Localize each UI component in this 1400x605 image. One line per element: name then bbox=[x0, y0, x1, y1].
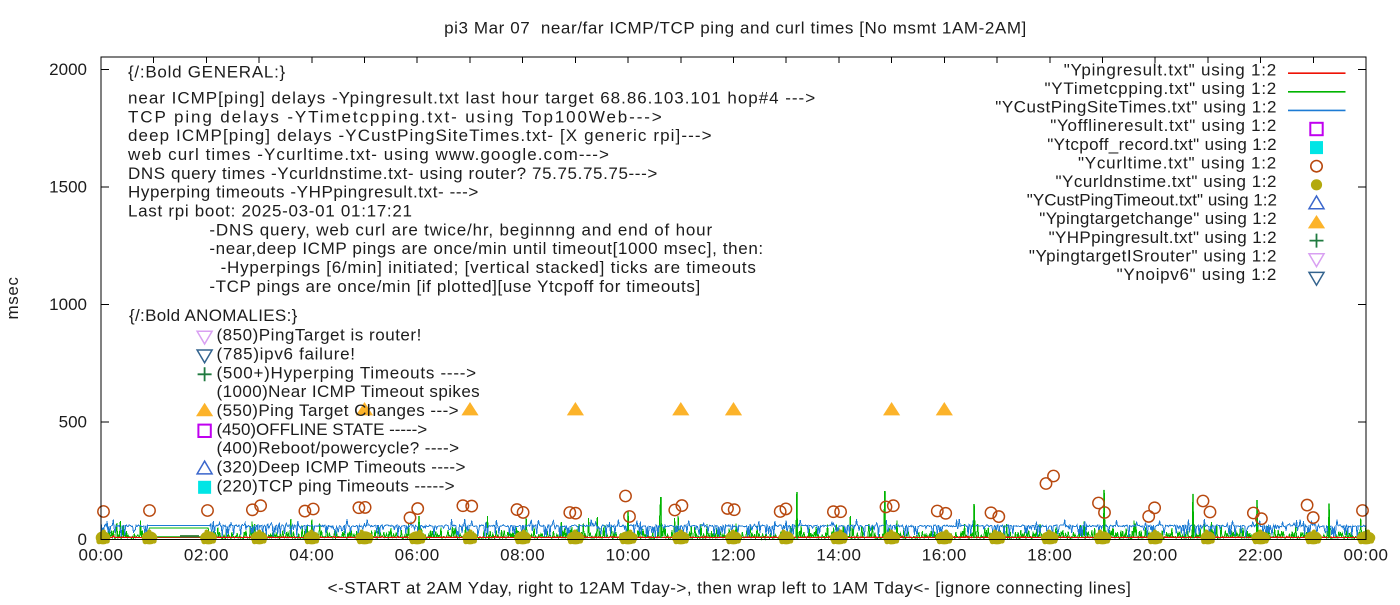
svg-text:"YCustPingTimeout.txt" using 1: "YCustPingTimeout.txt" using 1:2 bbox=[1027, 191, 1277, 210]
svg-text:10:00: 10:00 bbox=[606, 546, 651, 565]
svg-text:(450)OFFLINE STATE ----->: (450)OFFLINE STATE -----> bbox=[217, 420, 428, 439]
svg-text:-DNS query, web curl are twice: -DNS query, web curl are twice/hr, begin… bbox=[209, 220, 713, 239]
svg-text:500: 500 bbox=[59, 413, 87, 432]
svg-text:(550)Ping Target Changes --->: (550)Ping Target Changes ---> bbox=[217, 401, 460, 420]
svg-text:pi3 Mar 07 near/far ICMP/TCP: pi3 Mar 07 near/far ICMP/TCP ping and cu… bbox=[444, 19, 1027, 38]
svg-text:(500+)Hyperping Timeouts ---->: (500+)Hyperping Timeouts ----> bbox=[217, 363, 477, 382]
svg-text:04:00: 04:00 bbox=[289, 546, 334, 565]
svg-text:deep ICMP[ping] delays -YCustP: deep ICMP[ping] delays -YCustPingSiteTim… bbox=[128, 126, 713, 145]
svg-text:-TCP pings are once/min [if pl: -TCP pings are once/min [if plotted][use… bbox=[209, 277, 700, 296]
svg-text:near ICMP[ping] delays -Ypingr: near ICMP[ping] delays -Ypingresult.txt … bbox=[128, 89, 816, 108]
svg-text:00:00: 00:00 bbox=[78, 546, 123, 565]
svg-text:(320)Deep ICMP Timeouts ---->: (320)Deep ICMP Timeouts ----> bbox=[217, 458, 466, 477]
svg-text:"Ytcpoff_record.txt" using 1:2: "Ytcpoff_record.txt" using 1:2 bbox=[1047, 135, 1277, 154]
svg-text:12:00: 12:00 bbox=[711, 546, 756, 565]
svg-text:Last rpi boot: 2025-03-01 01:1: Last rpi boot: 2025-03-01 01:17:21 bbox=[128, 202, 413, 221]
svg-text:00:00: 00:00 bbox=[1343, 546, 1388, 565]
svg-text:"Ypingtargetchange" using 1:2: "Ypingtargetchange" using 1:2 bbox=[1039, 209, 1277, 228]
svg-text:(850)PingTarget is router!: (850)PingTarget is router! bbox=[217, 326, 422, 345]
svg-text:(400)Reboot/powercycle? ---->: (400)Reboot/powercycle? ----> bbox=[217, 439, 460, 458]
svg-text:"YTimetcpping.txt" using 1:2: "YTimetcpping.txt" using 1:2 bbox=[1045, 79, 1277, 98]
svg-text:"Ycurltime.txt" using 1:2: "Ycurltime.txt" using 1:2 bbox=[1078, 153, 1277, 172]
svg-text:"Ynoipv6" using 1:2: "Ynoipv6" using 1:2 bbox=[1117, 265, 1277, 284]
svg-text:"YpingtargetISrouter" using 1:: "YpingtargetISrouter" using 1:2 bbox=[1029, 246, 1277, 265]
svg-text:-near,deep ICMP pings are once: -near,deep ICMP pings are once/min until… bbox=[209, 239, 763, 258]
svg-text:1500: 1500 bbox=[49, 178, 87, 197]
svg-text:-Hyperpings [6/min] initiated;: -Hyperpings [6/min] initiated; [vertical… bbox=[221, 258, 757, 277]
svg-text:06:00: 06:00 bbox=[395, 546, 440, 565]
svg-text:22:00: 22:00 bbox=[1238, 546, 1283, 565]
svg-text:18:00: 18:00 bbox=[1027, 546, 1072, 565]
svg-text:2000: 2000 bbox=[49, 60, 87, 79]
svg-text:web curl times -Ycurltime.txt-: web curl times -Ycurltime.txt- using www… bbox=[127, 145, 610, 164]
svg-text:02:00: 02:00 bbox=[184, 546, 229, 565]
svg-text:msec: msec bbox=[3, 276, 22, 319]
svg-text:(1000)Near ICMP Timeout spikes: (1000)Near ICMP Timeout spikes bbox=[217, 382, 481, 401]
svg-text:"Ypingresult.txt" using 1:2: "Ypingresult.txt" using 1:2 bbox=[1064, 60, 1277, 79]
svg-text:{/:Bold GENERAL:}: {/:Bold GENERAL:} bbox=[128, 63, 286, 82]
svg-text:08:00: 08:00 bbox=[500, 546, 545, 565]
svg-text:"Ycurldnstime.txt" using 1:2: "Ycurldnstime.txt" using 1:2 bbox=[1055, 172, 1277, 191]
svg-text:"YCustPingSiteTimes.txt" using: "YCustPingSiteTimes.txt" using 1:2 bbox=[995, 98, 1277, 117]
svg-text:20:00: 20:00 bbox=[1133, 546, 1178, 565]
svg-text:{/:Bold ANOMALIES:}: {/:Bold ANOMALIES:} bbox=[129, 306, 298, 325]
svg-text:14:00: 14:00 bbox=[816, 546, 861, 565]
svg-text:<-START at 2AM Yday, right to: <-START at 2AM Yday, right to 12AM Tday-… bbox=[328, 579, 1132, 598]
svg-text:16:00: 16:00 bbox=[922, 546, 967, 565]
svg-text:(220)TCP ping Timeouts ----->: (220)TCP ping Timeouts -----> bbox=[217, 476, 456, 495]
svg-text:"YHPpingresult.txt" using 1:2: "YHPpingresult.txt" using 1:2 bbox=[1049, 228, 1277, 247]
svg-text:(785)ipv6 failure!: (785)ipv6 failure! bbox=[217, 344, 356, 363]
svg-text:0: 0 bbox=[78, 530, 87, 549]
svg-text:"Yofflineresult.txt" using 1:2: "Yofflineresult.txt" using 1:2 bbox=[1050, 116, 1277, 135]
svg-text:TCP ping delays -YTimetcpping.: TCP ping delays -YTimetcpping.txt- using… bbox=[128, 107, 664, 126]
svg-text:Hyperping timeouts -YHPpingres: Hyperping timeouts -YHPpingresult.txt- -… bbox=[128, 183, 479, 202]
svg-text:1000: 1000 bbox=[49, 295, 87, 314]
svg-text:DNS query times -Ycurldnstime.: DNS query times -Ycurldnstime.txt- using… bbox=[128, 164, 658, 183]
